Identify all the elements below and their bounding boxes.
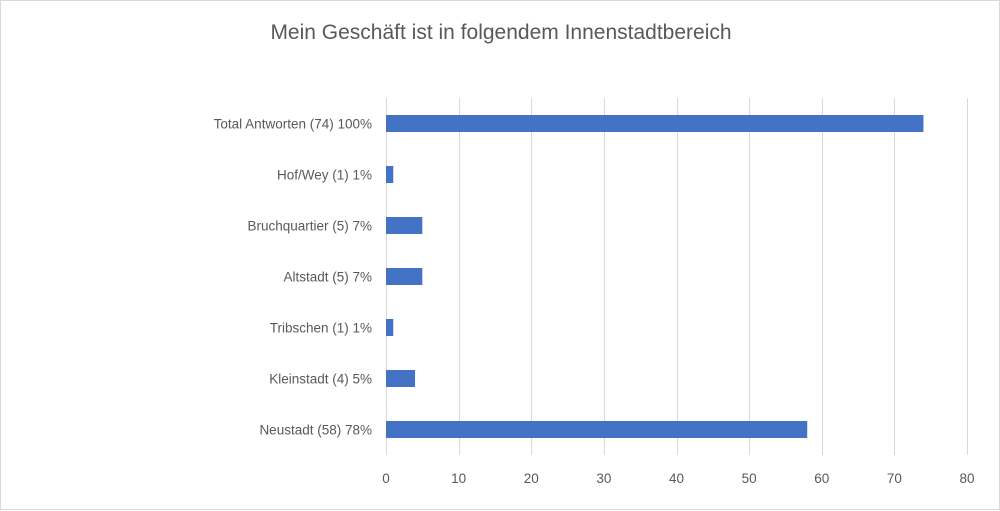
x-tick-label: 50 (742, 471, 757, 486)
category-label: Hof/Wey (1) 1% (277, 168, 372, 183)
chart-title: Mein Geschäft ist in folgendem Innenstad… (270, 21, 731, 44)
category-label: Tribschen (1) 1% (270, 321, 372, 336)
bar (386, 421, 808, 438)
category-label: Altstadt (5) 7% (283, 270, 372, 285)
category-label: Total Antworten (74) 100% (214, 117, 372, 132)
category-label: Bruchquartier (5) 7% (247, 219, 372, 234)
bar (386, 319, 394, 336)
gridlines (386, 98, 968, 455)
x-tick-label: 10 (451, 471, 466, 486)
bars (386, 115, 924, 438)
x-tick-label: 0 (382, 471, 390, 486)
x-tick-label: 30 (596, 471, 611, 486)
bar (386, 217, 423, 234)
x-tick-label: 70 (887, 471, 902, 486)
category-label: Neustadt (58) 78% (259, 423, 372, 438)
bar (386, 370, 416, 387)
bar (386, 166, 394, 183)
x-tick-label: 60 (814, 471, 829, 486)
category-label: Kleinstadt (4) 5% (269, 372, 372, 387)
x-tick-label: 80 (959, 471, 974, 486)
x-tick-label: 40 (669, 471, 684, 486)
x-tick-label: 20 (524, 471, 539, 486)
bar (386, 268, 423, 285)
x-axis-ticks: 0 10 20 30 40 50 60 70 80 (382, 471, 974, 486)
bar (386, 115, 924, 132)
category-labels: Total Antworten (74) 100% Hof/Wey (1) 1% B… (214, 117, 372, 438)
